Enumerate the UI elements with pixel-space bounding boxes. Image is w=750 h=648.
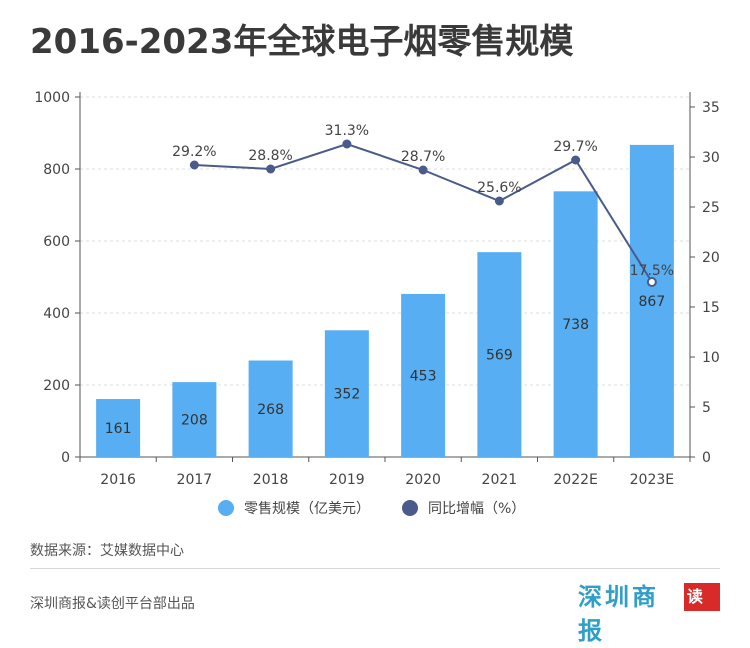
x-tick-label: 2019 [329, 472, 365, 488]
bar-label: 161 [105, 421, 132, 437]
data-source: 数据来源：艾媒数据中心 [30, 543, 184, 559]
logo-badge: 读创 [683, 583, 720, 634]
growth-label: 31.3% [325, 123, 369, 139]
y-right-tick-label: 5 [702, 400, 711, 416]
bar-2021 [477, 252, 522, 457]
legend-label-bar: 零售规模（亿美元） [244, 501, 370, 517]
legend-swatch-line [402, 500, 418, 516]
x-tick-label: 2018 [253, 472, 289, 488]
legend-item-bar: 零售规模（亿美元） [218, 498, 370, 518]
footer-credit: 深圳商报&读创平台部出品 [30, 596, 195, 612]
bar-2020 [401, 293, 446, 457]
y-right-tick-label: 35 [702, 100, 720, 116]
bar-2016 [96, 399, 141, 457]
y-left-tick-label: 400 [43, 306, 70, 322]
growth-label: 28.7% [401, 149, 445, 165]
y-left-tick-label: 200 [43, 378, 70, 394]
legend-swatch-bar [218, 500, 234, 516]
x-tick-label: 2021 [482, 472, 518, 488]
publisher-logo: 深圳商报 读创 [578, 580, 720, 645]
growth-point [494, 196, 504, 206]
x-tick-label: 2022E [553, 472, 597, 488]
bar-2022E [553, 191, 598, 457]
bar-2018 [248, 360, 293, 457]
bar-2023E [629, 144, 674, 457]
growth-point [418, 165, 428, 175]
y-left-tick-label: 1000 [34, 90, 70, 106]
legend: 零售规模（亿美元） 同比增幅（%） [0, 498, 750, 528]
bar-label: 453 [410, 368, 437, 384]
x-tick-label: 2017 [177, 472, 213, 488]
bar-label: 352 [334, 387, 361, 403]
y-right-tick-label: 20 [702, 250, 720, 266]
divider [30, 568, 720, 569]
y-left-tick-label: 800 [43, 162, 70, 178]
x-tick-label: 2016 [100, 472, 136, 488]
y-right-tick-label: 25 [702, 200, 720, 216]
x-tick-label: 2020 [405, 472, 441, 488]
combo-chart: 0 200 400 600 800 1000 0 5 10 15 20 25 30 35 161 208 268… [34, 90, 720, 488]
legend-item-line: 同比增幅（%） [402, 498, 525, 518]
growth-point [646, 277, 657, 287]
bar-label: 208 [181, 413, 208, 429]
y-right-tick-label: 30 [702, 150, 720, 166]
growth-label: 28.8% [248, 148, 292, 164]
logo-text: 深圳商报 [578, 582, 659, 645]
legend-label-line: 同比增幅（%） [428, 501, 526, 517]
growth-point [189, 160, 199, 170]
y-right-tick-label: 10 [702, 350, 720, 366]
bar-label: 867 [639, 294, 666, 310]
growth-point [266, 164, 276, 174]
growth-label: 29.7% [553, 139, 597, 155]
bar-label: 268 [257, 402, 284, 418]
bar-2019 [324, 330, 369, 457]
y-left-tick-label: 0 [61, 450, 70, 466]
growth-label: 17.5% [630, 263, 674, 279]
growth-point [342, 139, 352, 149]
bar-2017 [172, 382, 217, 457]
y-right-tick-label: 0 [702, 450, 711, 466]
y-left-tick-label: 600 [43, 234, 70, 250]
growth-point [571, 155, 581, 165]
y-right-tick-label: 15 [702, 300, 720, 316]
chart-title: 2016-2023年全球电子烟零售规模 [30, 22, 574, 62]
bar-label: 569 [486, 348, 513, 364]
growth-label: 25.6% [477, 180, 521, 196]
bar-label: 738 [562, 317, 589, 333]
growth-label: 29.2% [172, 144, 216, 160]
x-tick-label: 2023E [630, 472, 674, 488]
